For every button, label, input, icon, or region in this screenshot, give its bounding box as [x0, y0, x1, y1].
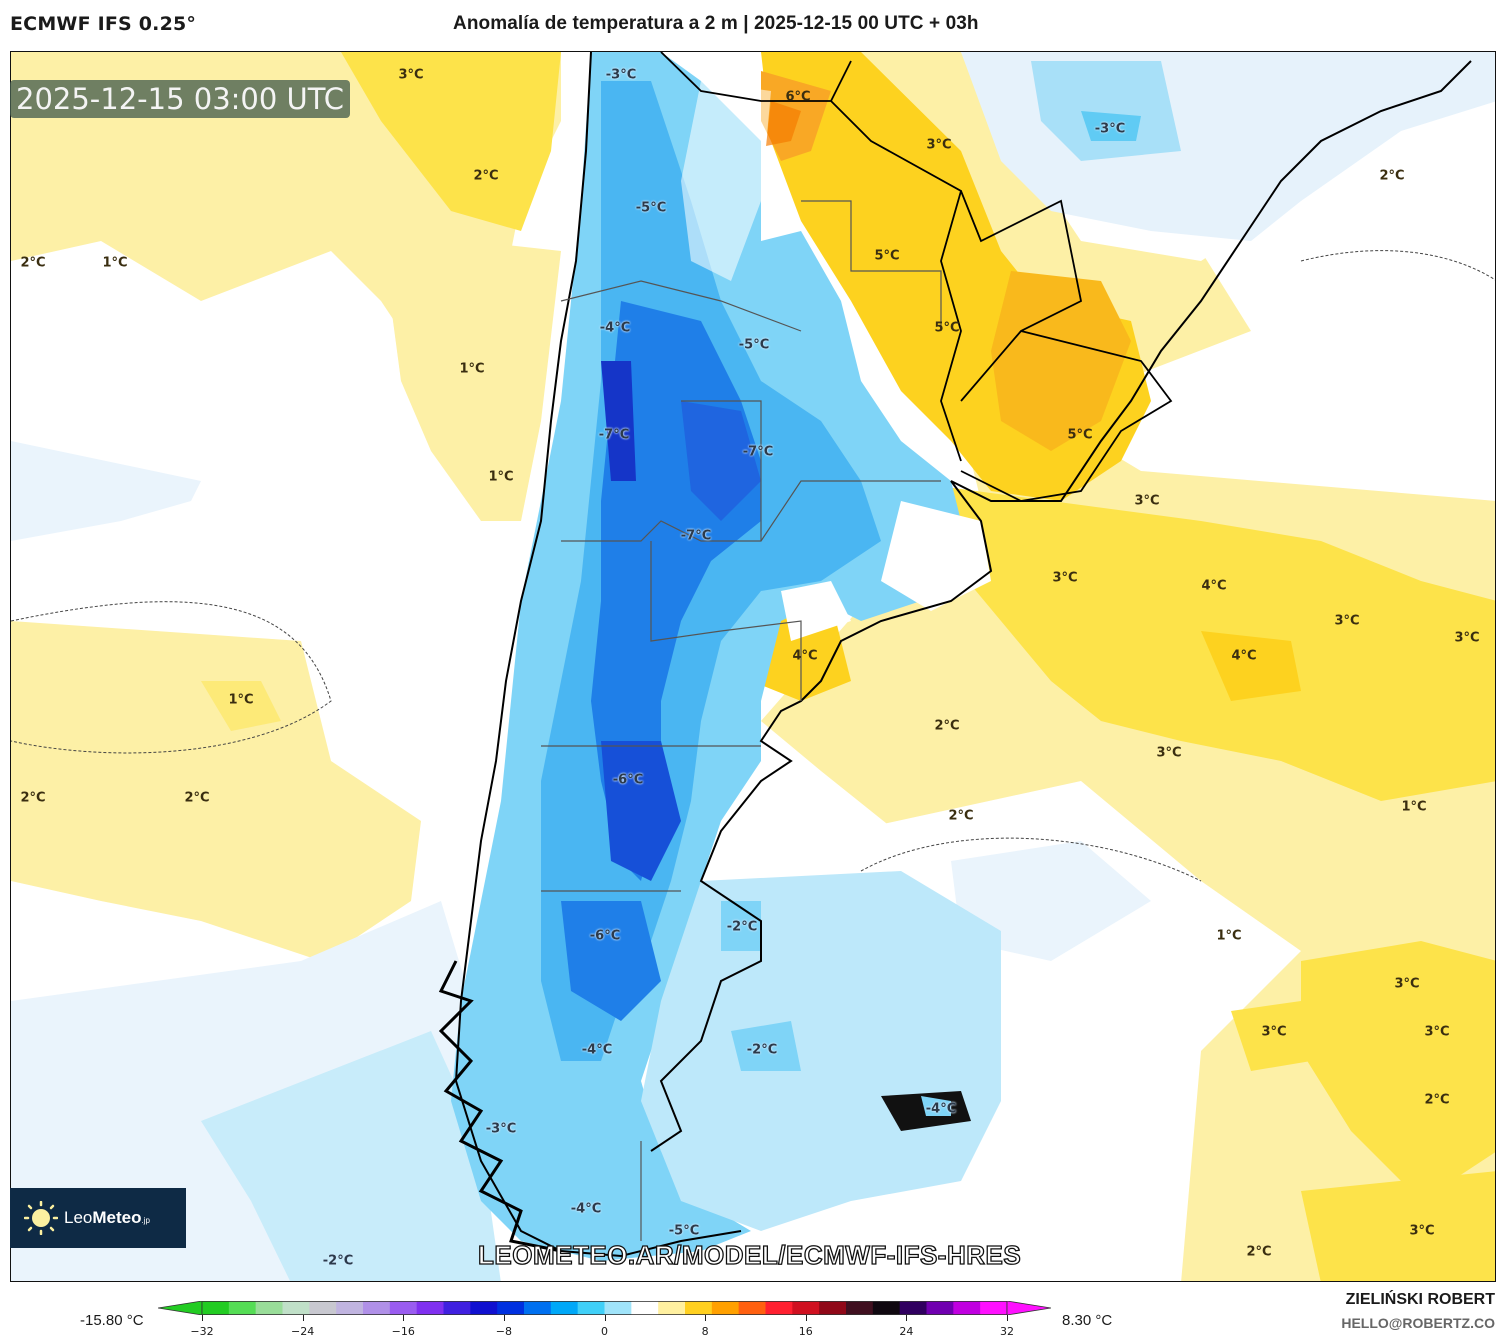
colorbar-tick-mark: [906, 1315, 908, 1321]
contour-label: 2°C: [934, 718, 960, 734]
sun-icon: [24, 1201, 58, 1235]
header-model-name: ECMWF IFS 0.25°: [10, 13, 197, 35]
author-email[interactable]: HELLO@ROBERTZ.CO: [1341, 1315, 1495, 1331]
logo-suffix-text: .jp: [141, 1216, 150, 1225]
colorbar-tick-label: −8: [495, 1325, 512, 1338]
contour-label: 2°C: [1379, 168, 1405, 184]
contour-label: 6°C: [785, 89, 811, 105]
contour-label: 3°C: [1394, 976, 1420, 992]
contour-label: 4°C: [1201, 578, 1227, 594]
author-credit: ZIELIŃSKI ROBERT: [1345, 1291, 1495, 1308]
contour-label: 3°C: [1261, 1024, 1287, 1040]
contour-label: -6°C: [612, 772, 644, 788]
contour-label: 1°C: [102, 255, 128, 271]
contour-label: 1°C: [228, 692, 254, 708]
source-watermark: LEOMETEO.AR/MODEL/ECMWF-IFS-HRES: [477, 1239, 1022, 1270]
contour-label: 4°C: [1231, 648, 1257, 664]
contour-label: 2°C: [1424, 1092, 1450, 1108]
contour-label: 3°C: [398, 67, 424, 83]
colorbar-tick-mark: [604, 1315, 606, 1321]
contour-label: -4°C: [925, 1101, 957, 1117]
contour-label: -2°C: [322, 1253, 354, 1269]
contour-label: 2°C: [20, 790, 46, 806]
map-panel[interactable]: 3°C -3°C 6°C 3°C -3°C 2°C 2°C -5°C 5°C 2°C 1°C 5°C -…: [10, 51, 1496, 1282]
contour-label: 1°C: [488, 469, 514, 485]
contour-label: 3°C: [1134, 493, 1160, 509]
contour-label: 2°C: [20, 255, 46, 271]
contour-label: 3°C: [1424, 1024, 1450, 1040]
contour-label: 3°C: [1156, 745, 1182, 761]
colorbar-tick-label: 32: [1000, 1325, 1014, 1338]
contour-label: 5°C: [874, 248, 900, 264]
logo-light-text: Leo: [64, 1208, 93, 1227]
contour-label: 3°C: [1052, 570, 1078, 586]
contour-label: -7°C: [598, 427, 630, 443]
contour-label: -7°C: [680, 528, 712, 544]
colorbar-tick-label: 0: [601, 1325, 608, 1338]
colorbar-tick-mark: [705, 1315, 707, 1321]
colorbar-tick-label: −24: [291, 1325, 315, 1338]
contour-label: 3°C: [1334, 613, 1360, 629]
contour-label: -5°C: [635, 200, 667, 216]
contour-label: 5°C: [1067, 427, 1093, 443]
colorbar-tick-mark: [1007, 1315, 1008, 1321]
contour-label: 1°C: [1216, 928, 1242, 944]
contour-label: 4°C: [792, 648, 818, 664]
contour-label: 3°C: [926, 137, 952, 153]
contour-label: 3°C: [1409, 1223, 1435, 1239]
colorbar-tick-mark: [503, 1315, 505, 1321]
contour-label: -4°C: [570, 1201, 602, 1217]
contour-label: 2°C: [948, 808, 974, 824]
leometeo-logo[interactable]: LeoMeteo.jp: [10, 1188, 186, 1248]
header-title: Anomalía de temperatura a 2 m | 2025-12-…: [453, 13, 979, 34]
logo-wordmark: LeoMeteo.jp: [64, 1208, 150, 1228]
temperature-anomaly-field: [11, 52, 1495, 1281]
contour-label: -2°C: [726, 919, 758, 935]
contour-label: -3°C: [1094, 121, 1126, 137]
contour-label: -6°C: [589, 928, 621, 944]
contour-label: 2°C: [473, 168, 499, 184]
contour-label: -5°C: [668, 1223, 700, 1239]
valid-time-badge: 2025-12-15 03:00 UTC: [10, 80, 351, 118]
contour-label: -4°C: [581, 1042, 613, 1058]
colorbar-tick-label: −32: [190, 1325, 214, 1338]
map-contour-labels: 3°C -3°C 6°C 3°C -3°C 2°C 2°C -5°C 5°C 2°C 1°C 5°C -…: [11, 52, 1495, 1281]
logo-bold-text: Meteo: [92, 1208, 142, 1227]
colorbar-tick-mark: [302, 1315, 304, 1321]
contour-label: -5°C: [738, 337, 770, 353]
contour-label: -7°C: [742, 444, 774, 460]
colorbar-tick-label: 16: [798, 1325, 813, 1338]
contour-label: 5°C: [934, 320, 960, 336]
contour-label: 1°C: [459, 361, 485, 377]
colorbar-tick-label: −16: [391, 1325, 415, 1338]
contour-label: 3°C: [1454, 630, 1480, 646]
contour-label: 2°C: [1246, 1244, 1272, 1260]
colorbar-tick-mark: [202, 1315, 203, 1321]
colorbar-max-label: 8.30 °C: [1062, 1312, 1113, 1329]
contour-label: -4°C: [599, 320, 631, 336]
contour-label: 2°C: [184, 790, 210, 806]
colorbar-tick-label: 24: [899, 1325, 914, 1338]
colorbar-tick-label: 8: [701, 1325, 709, 1338]
colorbar-min-label: -15.80 °C: [80, 1312, 144, 1329]
colorbar-tick-mark: [403, 1315, 405, 1321]
contour-label: 1°C: [1401, 799, 1427, 815]
colorbar: [158, 1301, 1051, 1315]
contour-label: -3°C: [605, 67, 637, 83]
colorbar-tick-mark: [805, 1315, 807, 1321]
contour-label: -2°C: [746, 1042, 778, 1058]
contour-label: -3°C: [485, 1121, 517, 1137]
